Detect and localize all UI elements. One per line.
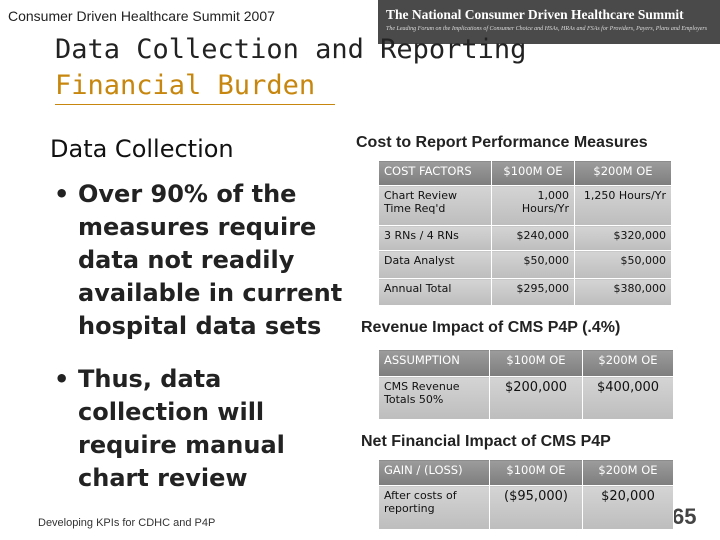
banner-title: The National Consumer Driven Healthcare … [386,7,684,22]
bullet-list: Over 90% of the measures require data no… [50,178,350,515]
table-title: Revenue Impact of CMS P4P (.4%) [361,319,621,336]
table-cell: $200,000 [489,376,583,420]
table-cell: $200M OE [574,160,672,186]
data-table: ASSUMPTION $100M OE $200M OE CMS Revenue To… [378,349,674,420]
table-cell: $200M OE [582,349,674,377]
table-cell: 1,250 Hours/Yr [574,185,672,226]
table-title: Cost to Report Performance Measures [356,134,648,151]
table-cell: $20,000 [582,485,674,530]
table-cell: ASSUMPTION [378,349,490,377]
page-number: 65 [672,504,697,529]
table-cell: After costs of reporting [378,485,490,530]
table-row: CMS Revenue Totals 50% $200,000 $400,000 [378,376,674,420]
table-cell: $380,000 [574,278,672,306]
header-row: GAIN / (LOSS) $100M OE $200M OE [378,459,674,486]
table-cell: $400,000 [582,376,674,420]
table-cell: Chart Review Time Req'd [378,185,492,226]
bullet: Over 90% of the measures require data no… [50,178,350,343]
header-row: COST FACTORS $100M OE $200M OE [378,160,672,186]
left-heading: Data Collection [50,135,234,163]
event-name: Consumer Driven Healthcare Summit 2007 [8,8,275,24]
table-cell: $320,000 [574,225,672,251]
table-row: Chart Review Time Req'd 1,000 Hours/Yr 1,2… [378,185,672,226]
table-title: Net Financial Impact of CMS P4P [361,433,611,450]
table-row: Annual Total $295,000 $380,000 [378,278,672,306]
table-cell: 1,000 Hours/Yr [491,185,575,226]
table-cell: $200M OE [582,459,674,486]
slide-subtitle: Financial Burden [55,70,316,101]
data-table: COST FACTORS $100M OE $200M OE Chart Review… [378,160,672,306]
table-row: After costs of reporting ($95,000) $20,000 [378,485,674,530]
table-cell: ($95,000) [489,485,583,530]
header-row: ASSUMPTION $100M OE $200M OE [378,349,674,377]
table-cell: $100M OE [489,349,583,377]
footer: Developing KPIs for CDHC and P4P [38,517,216,529]
slide-title: Data Collection and Reporting [55,34,527,65]
table-cell: COST FACTORS [378,160,492,186]
table-cell: $295,000 [491,278,575,306]
table-cell: Annual Total [378,278,492,306]
table-cell: $240,000 [491,225,575,251]
banner: The National Consumer Driven Healthcare … [378,0,720,44]
table-cell: $100M OE [489,459,583,486]
table-cell: CMS Revenue Totals 50% [378,376,490,420]
table-cell: $100M OE [491,160,575,186]
table-cell: 3 RNs / 4 RNs [378,225,492,251]
table-cell: $50,000 [491,250,575,279]
bullet: Thus, data collection will require manua… [50,363,350,495]
table-cell: $50,000 [574,250,672,279]
title-rule [55,104,335,105]
banner-subtitle: The Leading Forum on the Implications of… [386,26,708,32]
table-row: 3 RNs / 4 RNs $240,000 $320,000 [378,225,672,251]
table-cell: Data Analyst [378,250,492,279]
table-cell: GAIN / (LOSS) [378,459,490,486]
table-row: Data Analyst $50,000 $50,000 [378,250,672,279]
data-table: GAIN / (LOSS) $100M OE $200M OE After costs… [378,459,674,530]
